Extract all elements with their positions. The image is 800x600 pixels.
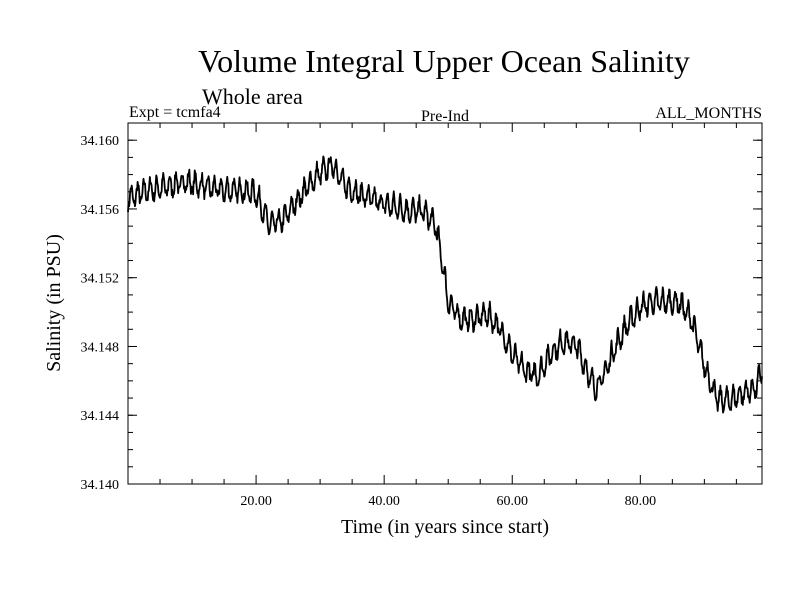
x-axis-label: Time (in years since start)	[341, 516, 549, 538]
y-tick-label: 34.152	[81, 272, 120, 287]
x-axis: 20.00 40.00 60.00 80.00	[159, 123, 737, 509]
run-label: Pre-Ind	[421, 108, 469, 125]
months-label: ALL_MONTHS	[655, 105, 762, 122]
x-tick-label: 60.00	[496, 494, 528, 509]
y-tick-label: 34.148	[81, 340, 120, 355]
y-tick-label: 34.160	[81, 134, 120, 149]
y-tick-label: 34.140	[81, 478, 120, 493]
y-tick-label: 34.144	[81, 409, 120, 424]
y-axis: 34.140 34.144 34.148 34.152 34.156 34.160	[81, 122, 762, 493]
experiment-label: Expt = tcmfa4	[129, 104, 221, 121]
x-tick-label: 20.00	[240, 494, 272, 509]
salinity-series-line	[127, 155, 763, 414]
y-axis-label: Salinity (in PSU)	[43, 234, 65, 372]
chart-title: Volume Integral Upper Ocean Salinity	[198, 43, 690, 79]
y-tick-label: 34.156	[81, 203, 120, 218]
plot-frame	[127, 122, 763, 485]
chart-subtitle: Whole area	[202, 84, 303, 109]
x-tick-label: 80.00	[625, 494, 657, 509]
x-tick-label: 40.00	[368, 494, 400, 509]
